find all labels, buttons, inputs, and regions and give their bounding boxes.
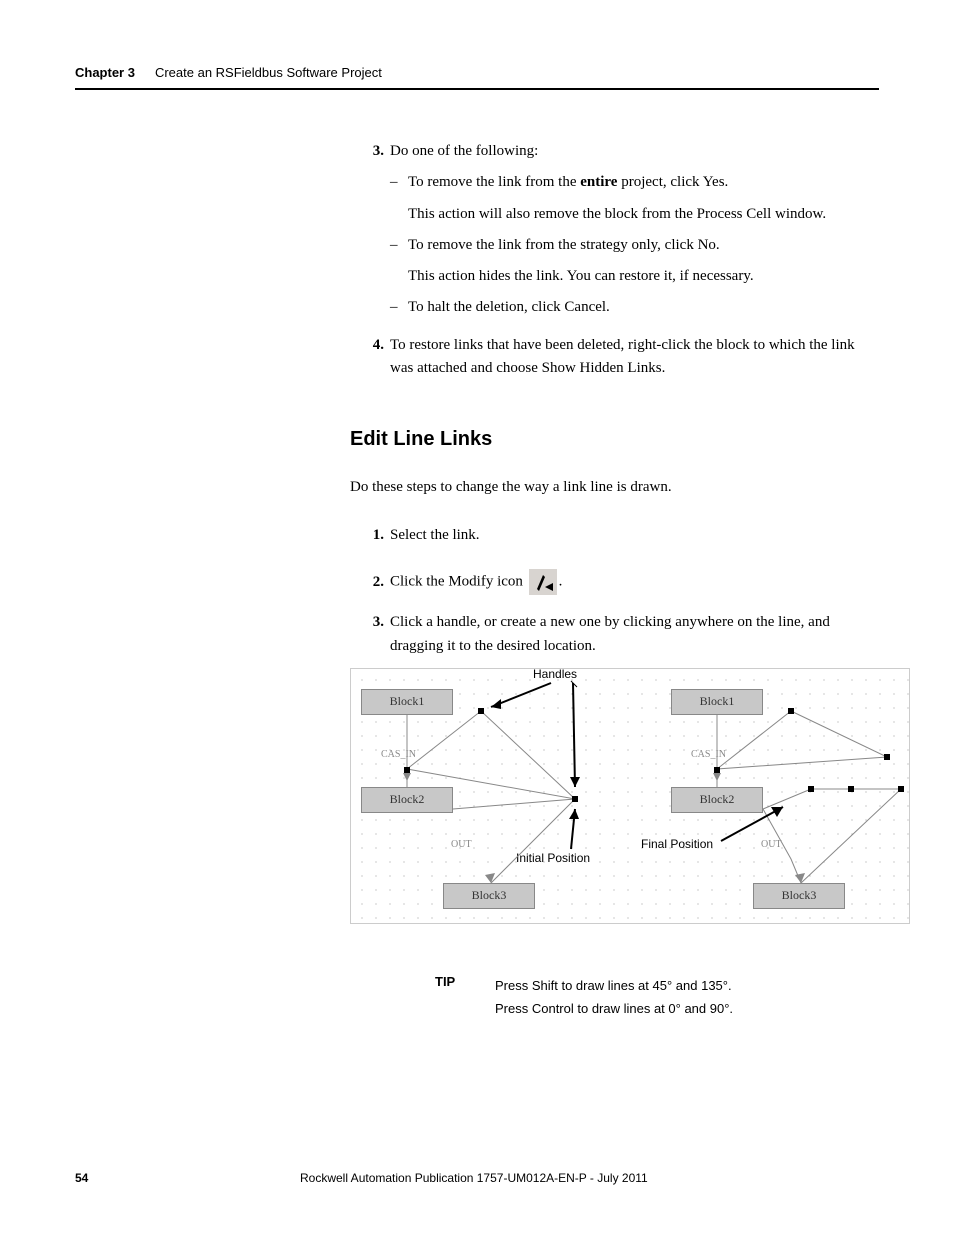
diagram-port-label: CAS_IN <box>691 749 726 760</box>
dash-icon: – <box>390 171 408 194</box>
edit-steps: 1. Select the link. 2. Click the Modify … <box>360 524 879 658</box>
dash-icon: – <box>390 234 408 257</box>
chapter-title: Create an RSFieldbus Software Project <box>155 65 382 80</box>
chapter-label: Chapter 3 <box>75 65 135 80</box>
step-text: Do one of the following: <box>390 140 879 163</box>
page-footer: 54 Rockwell Automation Publication 1757-… <box>75 1171 879 1185</box>
section-intro: Do these steps to change the way a link … <box>350 479 879 496</box>
handle-square <box>478 708 484 714</box>
bullet-text: To remove the link from the entire proje… <box>408 171 728 194</box>
step-3: 3. Do one of the following: – To remove … <box>360 140 879 380</box>
page-number: 54 <box>75 1171 300 1185</box>
line-links-diagram: Block1 Block2 Block3 Block1 Block2 Block… <box>350 668 910 924</box>
handle-square <box>714 767 720 773</box>
bullet-item: – To remove the link from the entire pro… <box>390 171 879 194</box>
handle-square <box>848 786 854 792</box>
bullet-subtext: This action will also remove the block f… <box>408 203 879 226</box>
handle-square <box>404 767 410 773</box>
tip-label: TIP <box>435 974 495 989</box>
tip-line: Press Shift to draw lines at 45° and 135… <box>495 974 733 997</box>
bullet-subtext: This action hides the link. You can rest… <box>408 265 879 288</box>
step-text: Select the link. <box>390 524 879 547</box>
diagram-block: Block1 <box>361 689 453 715</box>
handle-square <box>884 754 890 760</box>
bullet-text: To halt the deletion, click Cancel. <box>408 296 610 319</box>
modify-icon <box>529 569 557 595</box>
step-4: 4. To restore links that have been delet… <box>360 334 879 381</box>
handle-square <box>572 796 578 802</box>
diagram-block: Block1 <box>671 689 763 715</box>
diagram-block: Block3 <box>753 883 845 909</box>
step-number: 3. <box>360 611 384 658</box>
step-number: 2. <box>360 571 384 594</box>
handle-square <box>788 708 794 714</box>
bullet-item: – To remove the link from the strategy o… <box>390 234 879 257</box>
diagram-port-label: CAS_IN <box>381 749 416 760</box>
step-text: Click a handle, or create a new one by c… <box>390 611 879 658</box>
diagram-block: Block2 <box>361 787 453 813</box>
diagram-port-label: OUT <box>451 839 472 850</box>
page-header: Chapter 3 Create an RSFieldbus Software … <box>75 65 879 90</box>
final-position-label: Final Position <box>641 837 713 851</box>
initial-position-label: Initial Position <box>516 851 590 865</box>
step-number: 1. <box>360 524 384 547</box>
step-number: 4. <box>360 334 384 381</box>
step-text: Click the Modify icon . <box>390 569 879 595</box>
bullet-text: To remove the link from the strategy onl… <box>408 234 720 257</box>
tip-line: Press Control to draw lines at 0° and 90… <box>495 997 733 1020</box>
handles-label: Handles <box>533 667 577 681</box>
bullet-item: – To halt the deletion, click Cancel. <box>390 296 879 319</box>
diagram-block: Block2 <box>671 787 763 813</box>
diagram-port-label: OUT <box>761 839 782 850</box>
dash-icon: – <box>390 296 408 319</box>
publication-info: Rockwell Automation Publication 1757-UM0… <box>300 1171 879 1185</box>
section-heading: Edit Line Links <box>350 428 879 451</box>
handle-square <box>898 786 904 792</box>
tip-callout: TIP Press Shift to draw lines at 45° and… <box>435 974 879 1021</box>
step-number: 3. <box>360 140 384 322</box>
diagram-block: Block3 <box>443 883 535 909</box>
step-text: To restore links that have been deleted,… <box>390 334 879 381</box>
handle-square <box>808 786 814 792</box>
